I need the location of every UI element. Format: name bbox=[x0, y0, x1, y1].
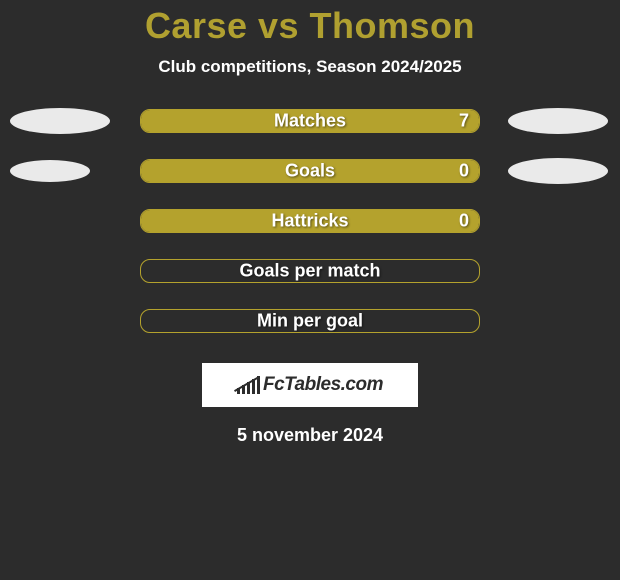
stat-value: 7 bbox=[459, 111, 469, 132]
stat-bar: Goals per match bbox=[140, 259, 480, 283]
ellipse-left bbox=[10, 160, 90, 182]
stat-value: 0 bbox=[459, 161, 469, 182]
logo: FcTables.com bbox=[237, 374, 383, 396]
stat-row: Goals0 bbox=[0, 157, 620, 185]
stat-row: Min per goal bbox=[0, 307, 620, 335]
stat-row: Hattricks0 bbox=[0, 207, 620, 235]
stat-label: Goals per match bbox=[141, 261, 479, 282]
stat-row: Matches7 bbox=[0, 107, 620, 135]
stat-bar: Min per goal bbox=[140, 309, 480, 333]
stat-label: Goals bbox=[141, 161, 479, 182]
subtitle: Club competitions, Season 2024/2025 bbox=[0, 57, 620, 77]
page-title: Carse vs Thomson bbox=[0, 5, 620, 47]
ellipse-right bbox=[508, 108, 608, 134]
stat-bar: Hattricks0 bbox=[140, 209, 480, 233]
stat-label: Hattricks bbox=[141, 211, 479, 232]
stat-bar: Matches7 bbox=[140, 109, 480, 133]
logo-chart-icon bbox=[237, 376, 260, 394]
ellipse-right bbox=[508, 158, 608, 184]
ellipse-left bbox=[10, 108, 110, 134]
stat-bar: Goals0 bbox=[140, 159, 480, 183]
stats-widget: Carse vs Thomson Club competitions, Seas… bbox=[0, 0, 620, 446]
stat-label: Min per goal bbox=[141, 311, 479, 332]
stat-value: 0 bbox=[459, 211, 469, 232]
date-label: 5 november 2024 bbox=[0, 425, 620, 446]
stat-row: Goals per match bbox=[0, 257, 620, 285]
stat-rows: Matches7Goals0Hattricks0Goals per matchM… bbox=[0, 107, 620, 335]
logo-box[interactable]: FcTables.com bbox=[202, 363, 418, 407]
stat-label: Matches bbox=[141, 111, 479, 132]
logo-text: FcTables.com bbox=[263, 374, 383, 396]
